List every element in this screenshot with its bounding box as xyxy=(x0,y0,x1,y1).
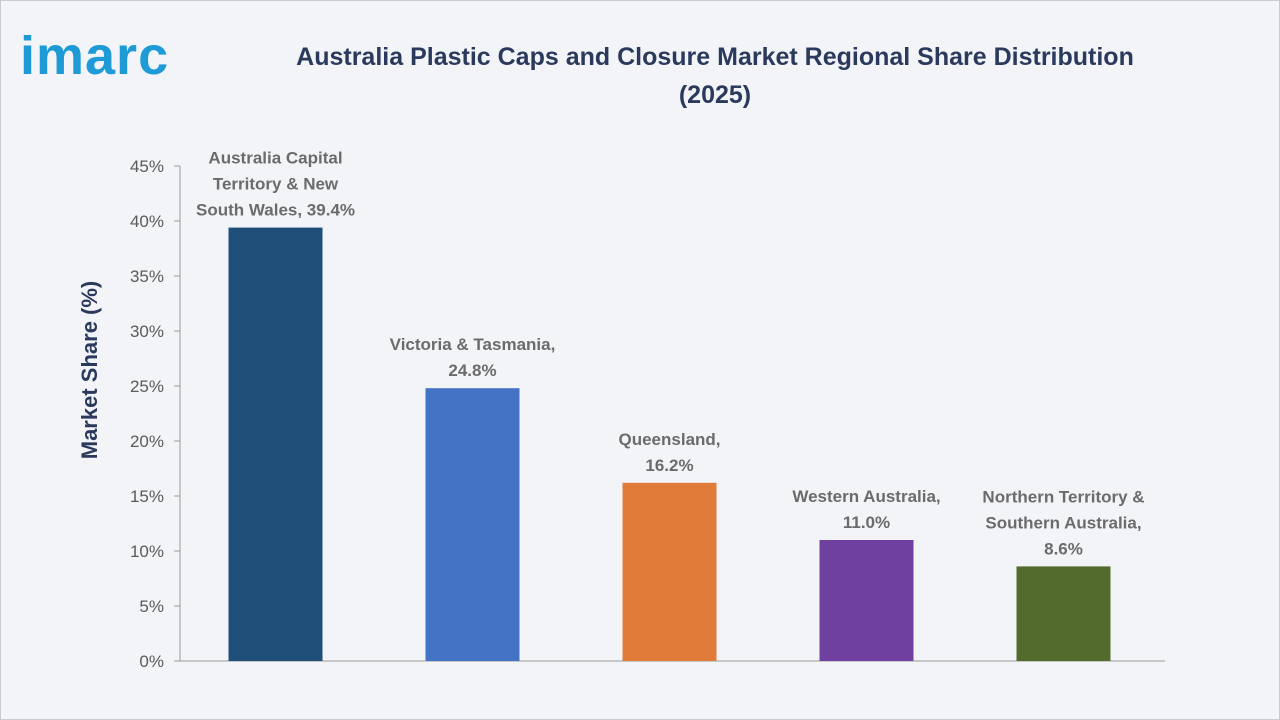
bars xyxy=(228,227,1111,661)
bar xyxy=(228,227,323,661)
y-tick-label: 10% xyxy=(130,542,164,561)
y-tick-label: 20% xyxy=(130,432,164,451)
bar xyxy=(425,388,520,661)
data-labels: Australia Capital Territory & New South Wa… xyxy=(196,149,1145,559)
logo-text: imarc xyxy=(20,26,169,86)
y-tick-label: 35% xyxy=(130,267,164,286)
data-label: Western Australia, 11.0% xyxy=(792,487,940,532)
y-tick-label: 25% xyxy=(130,377,164,396)
imarc-logo: imarc xyxy=(20,26,169,86)
y-axis: 0% 5% 10% 15% 20% 25% 30% 35% 40% 45% xyxy=(130,157,1165,671)
chart-title-line-2: (2025) xyxy=(678,81,752,109)
chart-title: Australia Plastic Caps and Closure Marke… xyxy=(250,38,1180,114)
chart-title-line-1: Australia Plastic Caps and Closure Marke… xyxy=(296,43,1134,71)
y-tick-label: 30% xyxy=(130,322,164,341)
data-label: Northern Territory & Southern Australia, 8… xyxy=(982,487,1144,558)
bar xyxy=(622,482,717,661)
data-label: Victoria & Tasmania, 24.8% xyxy=(390,335,556,380)
y-tick-label: 0% xyxy=(139,652,164,671)
y-tick-label: 5% xyxy=(139,597,164,616)
y-tick-label: 15% xyxy=(130,487,164,506)
data-label: Queensland, 16.2% xyxy=(618,430,720,475)
y-tick-label: 40% xyxy=(130,212,164,231)
bar xyxy=(1016,566,1111,661)
y-tick-label: 45% xyxy=(130,157,164,176)
y-axis-title: Market Share (%) xyxy=(77,281,102,460)
bar xyxy=(819,540,914,661)
data-label: Australia Capital Territory & New South Wa… xyxy=(196,149,355,220)
